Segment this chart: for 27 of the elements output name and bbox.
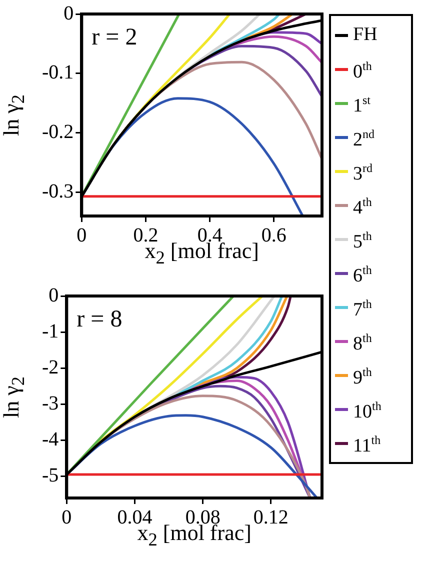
legend-label: 4$^{th}$ (353, 194, 372, 220)
y-tick-label: -5 (42, 464, 59, 487)
annotation: r = 8 (76, 306, 122, 332)
legend-label: 6$^{th}$ (353, 262, 372, 288)
legend-label: FH (353, 24, 378, 46)
y-tick-label: 0 (48, 284, 59, 306)
y-tick-label: 0 (64, 2, 74, 24)
y-tick-label: -0.3 (42, 180, 74, 202)
annotation: r = 2 (92, 24, 138, 50)
x-tick-label: 0.12 (253, 506, 288, 528)
y-tick-label: -0.1 (42, 62, 74, 84)
y-tick-label: -2 (42, 356, 59, 378)
legend-label: 8$^{th}$ (353, 330, 372, 356)
legend-label: 2$^{nd}$ (353, 126, 374, 152)
y-tick-label: -1 (42, 320, 59, 342)
y-tick-label: -4 (42, 428, 59, 451)
legend-label: 3$^{rd}$ (353, 160, 372, 186)
y-tick-label: -0.2 (42, 121, 74, 144)
legend-label: 5$^{th}$ (353, 228, 372, 254)
legend-label: 7$^{th}$ (353, 296, 372, 322)
x-tick-label: 0.6 (261, 224, 286, 246)
legend-label: 0$^{th}$ (353, 58, 372, 84)
legend-label: 10$^{th}$ (353, 398, 382, 424)
legend-label: 1$^{st}$ (353, 92, 371, 118)
y-tick-label: -3 (42, 392, 59, 414)
legend-label: 11$^{th}$ (353, 432, 381, 458)
legend-label: 9$^{th}$ (353, 364, 372, 390)
